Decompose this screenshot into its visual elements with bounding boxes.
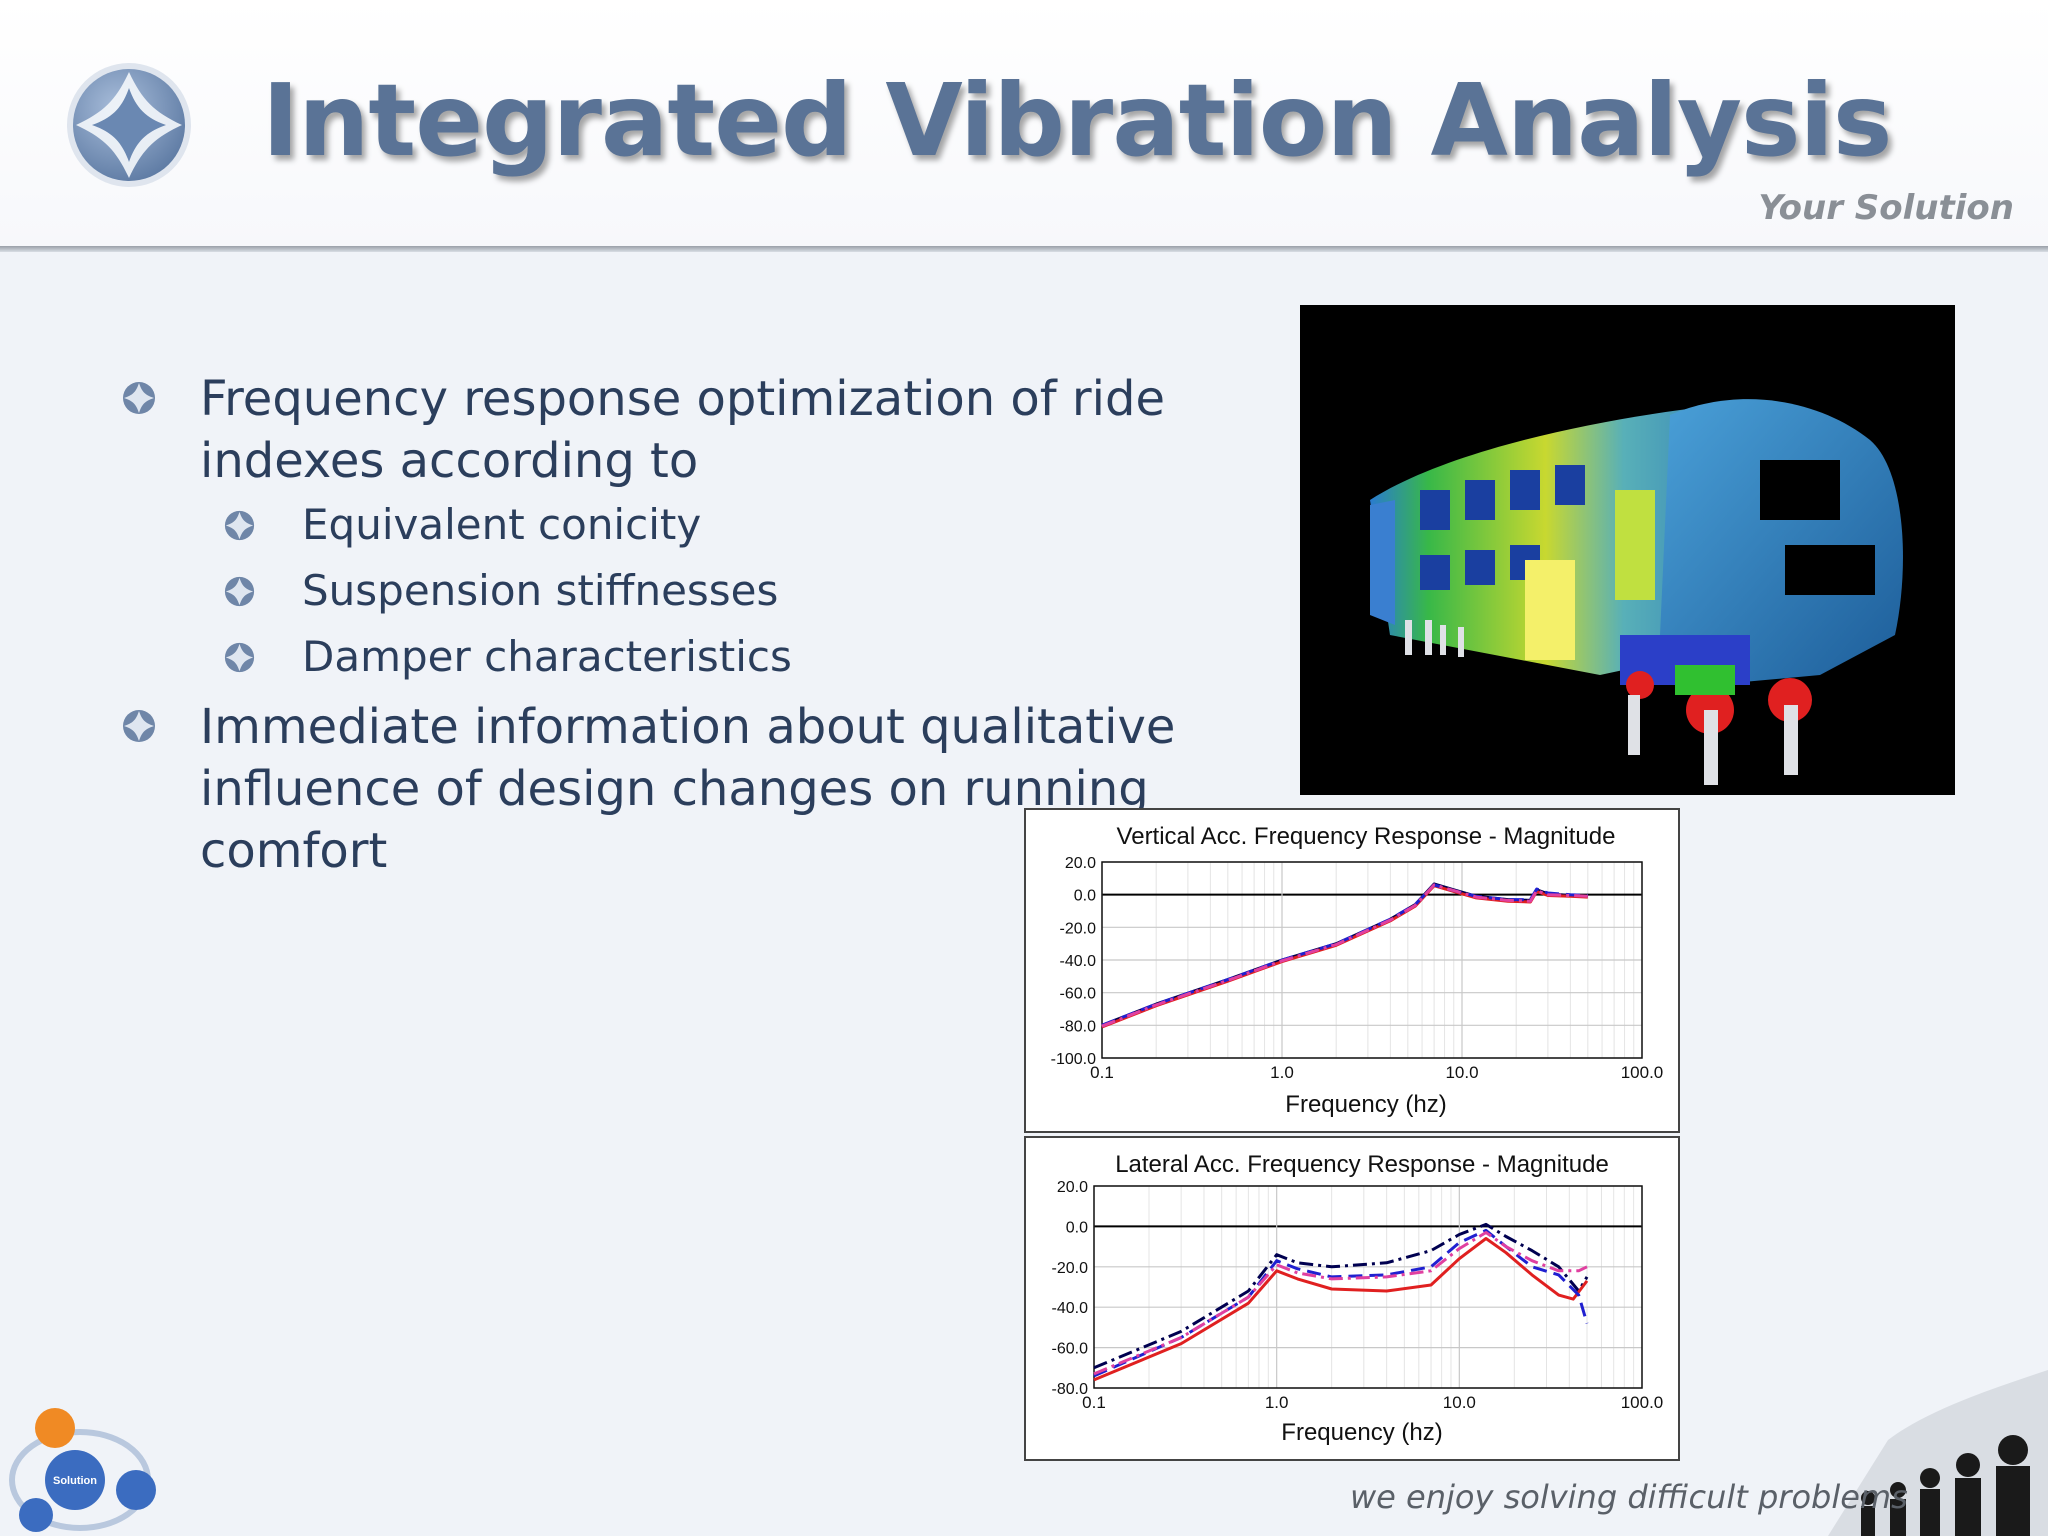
bullet-item: Immediate information about qualitative …: [120, 696, 1180, 882]
series-line-0: [1093, 1222, 1589, 1370]
plot-frame: [1093, 1185, 1643, 1389]
x-tick-label: 0.1: [1090, 1063, 1114, 1082]
tagline-bottom: we enjoy solving difficult problems: [1350, 1478, 1908, 1516]
company-logo-icon: [67, 63, 191, 187]
bullet-icon: [224, 576, 255, 607]
y-tick-label: -20.0: [1060, 920, 1097, 937]
x-tick-label: 10.0: [1443, 1393, 1476, 1412]
y-tick-label: -60.0: [1060, 986, 1097, 1003]
bullet-list: Frequency response optimization of ride …: [120, 368, 1180, 888]
train-fem-model-image: [1300, 305, 1955, 795]
lateral-acc-plot: Lateral Acc. Frequency Response - Magnit…: [1052, 1151, 1664, 1446]
chart-title: Lateral Acc. Frequency Response - Magnit…: [1115, 1151, 1609, 1178]
series-line-3: [1093, 1231, 1588, 1376]
y-tick-label: 0.0: [1074, 888, 1096, 905]
bullet-icon: [224, 510, 255, 541]
x-tick-label: 100.0: [1621, 1063, 1664, 1082]
slide-title: Integrated Vibration Analysis: [262, 62, 1892, 179]
slide-header: [0, 0, 2048, 246]
vertical-acc-plot: Vertical Acc. Frequency Response - Magni…: [1051, 823, 1664, 1118]
bullet-icon: [224, 642, 255, 673]
bullet-icon: [123, 710, 155, 742]
y-tick-label: -60.0: [1052, 1341, 1089, 1358]
tagline-top: Your Solution: [1758, 188, 2014, 228]
x-tick-label: 1.0: [1270, 1063, 1294, 1082]
sub-bullet-text: Damper characteristics: [302, 632, 792, 681]
series-line-3: [1101, 883, 1588, 1028]
sub-bullet-item: Suspension stiffnesses: [120, 564, 1180, 618]
people-silhouette-image: [1828, 1370, 2048, 1536]
bullet-text: Immediate information about qualitative …: [200, 699, 1176, 879]
sub-bullet-item: Damper characteristics: [120, 630, 1180, 684]
lateral-acc-chart: Lateral Acc. Frequency Response - Magnit…: [1024, 1136, 1680, 1461]
x-tick-label: 100.0: [1621, 1393, 1664, 1412]
series-line-1: [1093, 1237, 1589, 1382]
y-tick-label: -20.0: [1052, 1260, 1089, 1277]
chart-title: Vertical Acc. Frequency Response - Magni…: [1117, 823, 1616, 850]
x-tick-label: 10.0: [1445, 1063, 1478, 1082]
header-divider: [0, 246, 2048, 252]
series-line-2: [1093, 1228, 1589, 1378]
vertical-acc-chart: Vertical Acc. Frequency Response - Magni…: [1024, 808, 1680, 1133]
y-tick-label: -40.0: [1052, 1300, 1089, 1317]
plot-frame: [1101, 861, 1643, 1059]
y-tick-label: 0.0: [1066, 1219, 1088, 1236]
sub-bullet-text: Suspension stiffnesses: [302, 566, 779, 615]
y-tick-label: 20.0: [1065, 855, 1096, 872]
solution-diagram-logo: Solution: [9, 1408, 156, 1532]
x-tick-label: 1.0: [1265, 1393, 1289, 1412]
y-tick-label: -80.0: [1060, 1018, 1097, 1035]
svg-text:Solution: Solution: [53, 1475, 97, 1487]
y-tick-label: 20.0: [1057, 1179, 1088, 1196]
series-line-2: [1101, 883, 1588, 1027]
series-line-1: [1101, 884, 1588, 1029]
bullet-text: Frequency response optimization of ride …: [200, 371, 1165, 489]
sub-bullet-item: Equivalent conicity: [120, 498, 1180, 552]
y-tick-label: -100.0: [1051, 1051, 1096, 1068]
y-tick-label: -80.0: [1052, 1381, 1089, 1398]
bullet-icon: [123, 382, 155, 414]
chart-x-label: Frequency (hz): [1281, 1419, 1442, 1446]
series-line-0: [1101, 882, 1588, 1027]
chart-x-label: Frequency (hz): [1285, 1091, 1446, 1118]
bullet-item: Frequency response optimization of ride …: [120, 368, 1180, 492]
sub-bullet-text: Equivalent conicity: [302, 500, 702, 549]
y-tick-label: -40.0: [1060, 953, 1097, 970]
x-tick-label: 0.1: [1082, 1393, 1106, 1412]
